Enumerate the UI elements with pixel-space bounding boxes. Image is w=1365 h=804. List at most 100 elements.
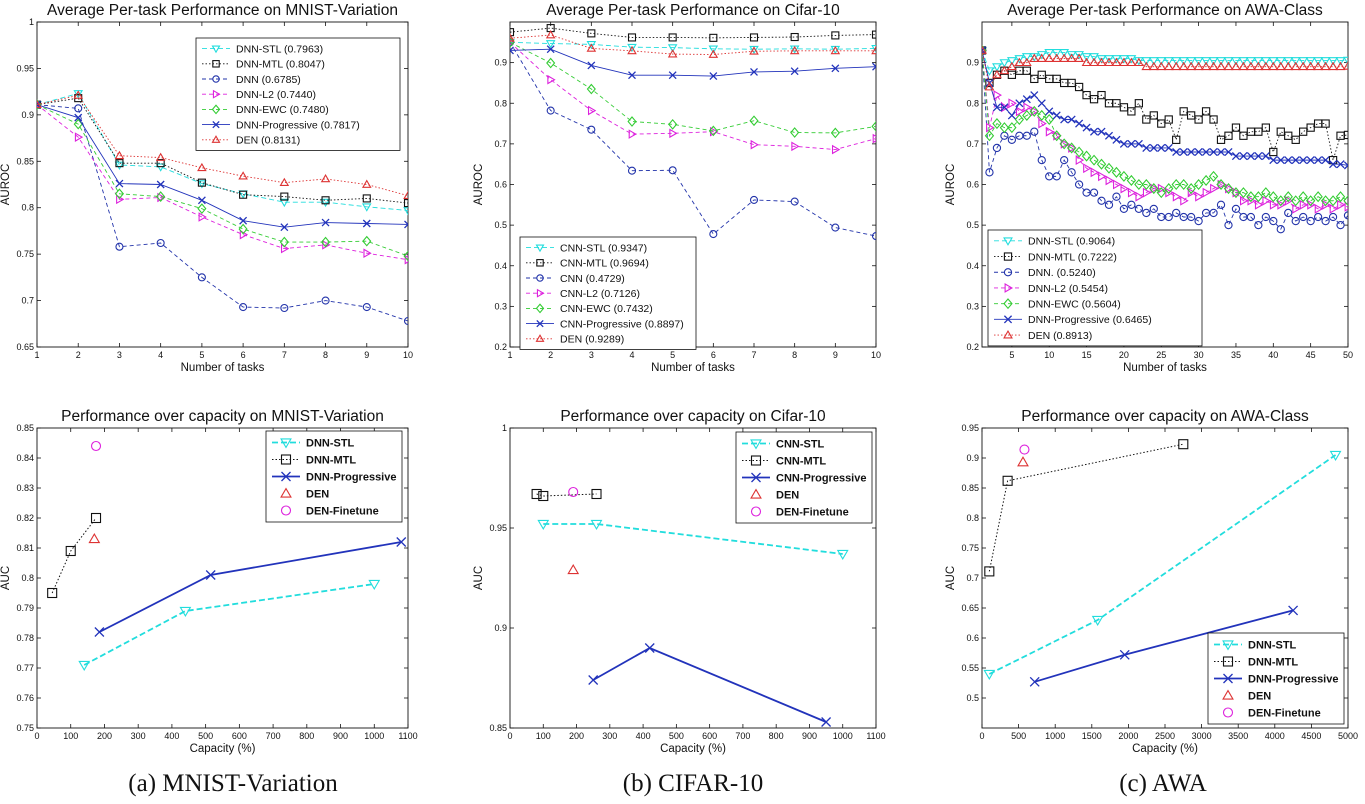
- legend-marker: [1003, 329, 1013, 339]
- data-point: [1208, 170, 1219, 182]
- data-point: [1216, 57, 1226, 66]
- x-tick-label: 50: [1343, 350, 1353, 360]
- x-tick-label: 1: [507, 350, 512, 360]
- data-point: [1074, 82, 1084, 92]
- data-point: [362, 219, 371, 228]
- data-point: [709, 33, 718, 42]
- data-point: [1246, 191, 1256, 203]
- legend-label: DEN (0.8131): [236, 135, 300, 147]
- data-point: [708, 125, 718, 137]
- series-x: [94, 537, 407, 637]
- data-point: [1019, 444, 1030, 455]
- data-point: [790, 197, 799, 206]
- data-point: [1059, 138, 1069, 150]
- legend: CNN-STL CNN-MTL CNN-Progressive DEN DEN-Fine…: [735, 431, 873, 524]
- data-point: [1178, 61, 1189, 71]
- data-point: [1276, 127, 1285, 136]
- x-tick-label: 6: [711, 350, 716, 360]
- data-point: [1329, 160, 1338, 169]
- x-tick-label: 2: [548, 350, 553, 360]
- series-diamond: [37, 99, 408, 262]
- data-point: [1091, 615, 1104, 627]
- data-point: [1112, 192, 1121, 201]
- data-point: [1299, 212, 1308, 222]
- data-point: [1172, 208, 1181, 218]
- data-point: [1261, 152, 1270, 161]
- x-tick-label: 7: [282, 350, 287, 360]
- data-point: [984, 67, 995, 76]
- legend-marker: [1223, 673, 1233, 684]
- y-tick-label: 0.7: [966, 573, 979, 583]
- data-point: [1112, 135, 1121, 144]
- legend-marker: [1003, 268, 1013, 277]
- data-point: [588, 675, 599, 685]
- data-point: [1232, 187, 1242, 198]
- data-point: [993, 90, 1002, 101]
- legend-label: DNN-EWC (0.7480): [236, 104, 329, 116]
- series-x: [1029, 605, 1299, 687]
- data-point: [1119, 57, 1129, 67]
- data-point: [1037, 109, 1047, 121]
- data-point: [1059, 53, 1070, 62]
- data-point: [197, 162, 207, 172]
- data-point: [114, 188, 125, 200]
- y-tick-label: 0.9: [21, 110, 34, 120]
- y-tick-label: 0.95: [961, 423, 979, 433]
- y-tick-label: 0.8: [966, 98, 979, 108]
- data-point: [1216, 178, 1226, 191]
- data-point: [1082, 123, 1091, 132]
- legend-marker: [280, 505, 292, 516]
- data-point: [155, 152, 166, 161]
- data-point: [1066, 51, 1077, 60]
- legend-label: CNN-Progressive (0.8897): [560, 318, 684, 330]
- data-point: [37, 99, 42, 111]
- data-point: [1060, 115, 1069, 124]
- legend-marker: [536, 259, 544, 267]
- x-tick-label: 700: [266, 731, 281, 741]
- data-point: [396, 537, 407, 547]
- x-tick-label: 9: [364, 350, 369, 360]
- data-point: [1037, 99, 1046, 108]
- x-tick-label: 9: [833, 350, 838, 360]
- data-point: [1245, 57, 1256, 66]
- y-tick-label: 0.4: [494, 261, 507, 271]
- y-tick-label: 0.8: [494, 98, 507, 108]
- data-point: [1030, 127, 1039, 136]
- data-point: [1141, 57, 1152, 66]
- y-tick-label: 0.7: [966, 139, 979, 149]
- series-tri-up: [1017, 456, 1029, 467]
- data-point: [279, 236, 289, 248]
- data-point: [992, 103, 1001, 112]
- x-tick-label: 8: [323, 350, 328, 360]
- data-point: [90, 440, 102, 452]
- data-point: [1180, 195, 1189, 206]
- data-point: [155, 163, 166, 172]
- data-point: [872, 62, 876, 71]
- data-point: [1014, 113, 1025, 126]
- data-point: [1104, 55, 1114, 64]
- series-line: [37, 104, 408, 322]
- data-point: [1142, 208, 1151, 218]
- x-tick-label: 10: [1044, 350, 1054, 360]
- data-point: [510, 39, 515, 46]
- data-point: [1022, 66, 1031, 75]
- data-point: [1343, 56, 1348, 66]
- data-point: [1217, 179, 1227, 190]
- legend: DNN-STL DNN-MTL DNN-Progressive DEN DEN-Fine…: [265, 430, 403, 523]
- data-point: [1277, 199, 1286, 210]
- x-tick-label: 800: [769, 731, 784, 741]
- series-tri-down: [78, 579, 381, 672]
- legend-label: DEN: [306, 488, 329, 500]
- data-point: [1314, 156, 1323, 165]
- data-point: [1238, 57, 1249, 66]
- data-point: [1171, 57, 1182, 66]
- y-tick-label: 0.85: [16, 423, 34, 433]
- data-point: [1201, 61, 1211, 71]
- series-line: [510, 27, 876, 39]
- series-tri-down: [982, 47, 1348, 76]
- data-point: [1208, 61, 1219, 71]
- data-point: [1126, 174, 1137, 186]
- y-tick-label: 0.95: [489, 523, 507, 533]
- data-point: [586, 43, 597, 52]
- data-point: [999, 122, 1010, 134]
